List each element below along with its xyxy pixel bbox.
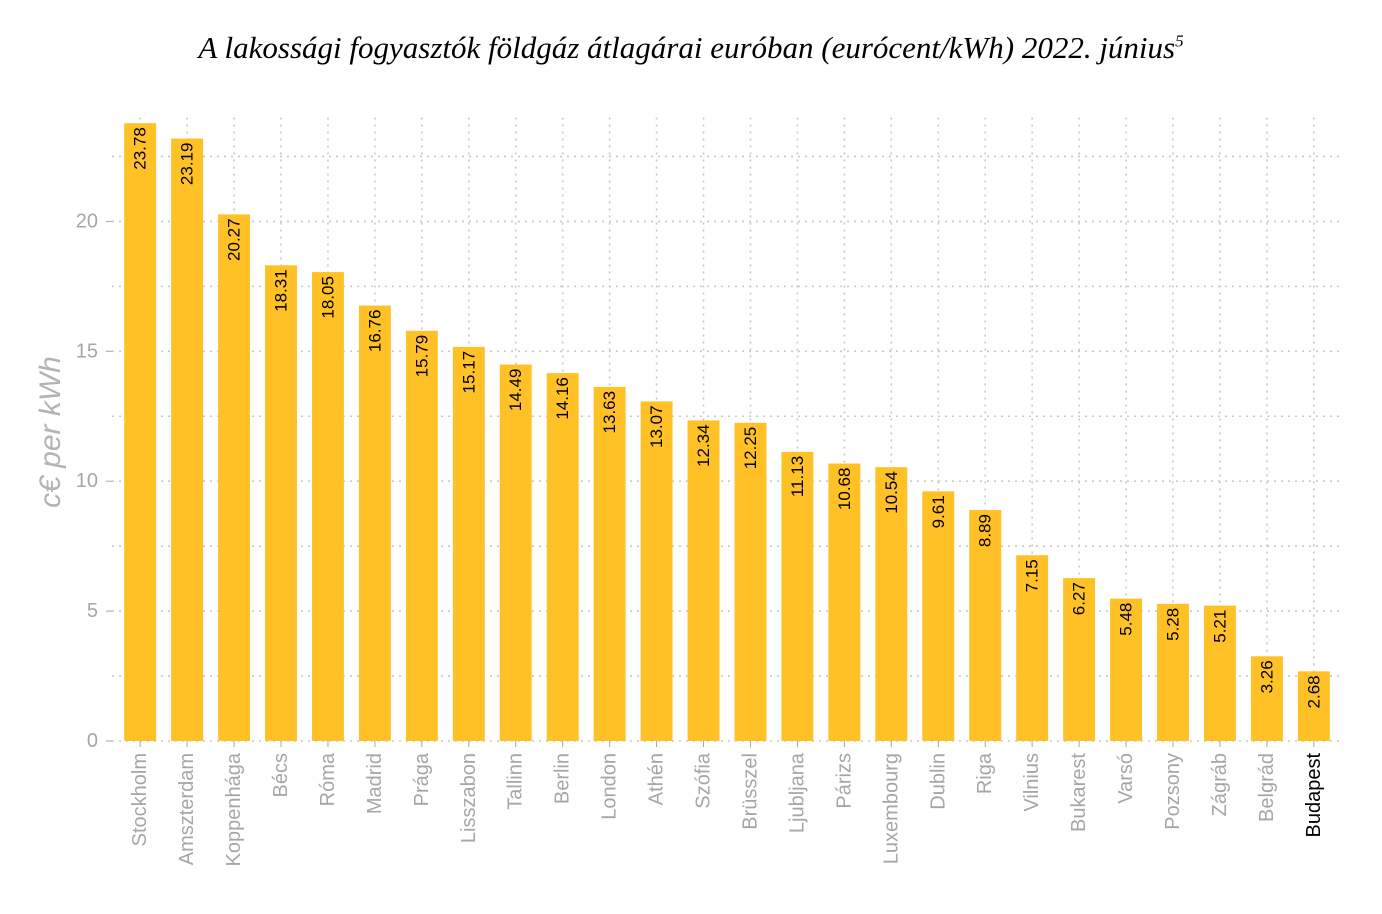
bar-value-label: 10.54 xyxy=(882,471,901,514)
bar xyxy=(640,401,673,741)
x-tick-label: Ljubljana xyxy=(786,752,808,833)
bar-value-label: 11.13 xyxy=(788,456,807,497)
bar xyxy=(311,272,344,741)
y-tick-label: 10 xyxy=(76,470,98,492)
bar xyxy=(922,491,955,741)
x-tick-label: Brüsszel xyxy=(739,753,761,830)
bar xyxy=(969,510,1002,741)
bar xyxy=(546,373,579,741)
y-axis: 0 5 10 15 20 xyxy=(76,210,112,752)
bar-value-label: 14.49 xyxy=(506,369,525,412)
bar-value-labels: 23.78 23.19 20.27 18.31 18.05 16.76 15.79 15.17… xyxy=(131,127,1324,708)
bar-value-label: 6.27 xyxy=(1070,582,1089,615)
bar xyxy=(1297,671,1330,741)
x-tick-label: Belgrád xyxy=(1256,753,1278,822)
y-tick-label: 5 xyxy=(87,600,98,622)
bar xyxy=(593,386,626,741)
x-tick-label: Dublin xyxy=(927,753,949,810)
x-tick-label: Bécs xyxy=(270,753,292,797)
bar xyxy=(124,123,157,742)
x-tick-label: Prága xyxy=(411,752,433,806)
bar-value-label: 5.28 xyxy=(1163,608,1182,641)
y-tick-label: 15 xyxy=(76,340,98,362)
x-tick-label: Budapest xyxy=(1303,753,1325,838)
bar-value-label: 5.48 xyxy=(1117,603,1136,636)
x-tick-label: Amszterdam xyxy=(176,753,198,865)
bars xyxy=(124,123,1330,742)
bar xyxy=(687,420,720,741)
bar xyxy=(828,463,861,741)
bar xyxy=(265,265,297,741)
bar xyxy=(171,138,204,742)
bar xyxy=(1157,603,1189,741)
chart-title-footnote: 5 xyxy=(1175,31,1184,51)
bar xyxy=(1063,578,1096,741)
bar-value-label: 12.34 xyxy=(694,424,713,467)
bar xyxy=(734,422,767,741)
x-tick-label: Stockholm xyxy=(129,753,151,846)
bar-value-label: 9.61 xyxy=(929,495,948,528)
bar-value-label: 23.19 xyxy=(178,143,197,186)
bar xyxy=(781,451,814,741)
bar-value-label: 14.16 xyxy=(553,377,572,420)
x-tick-label: Vilnius xyxy=(1021,753,1043,812)
bar xyxy=(405,330,438,741)
x-tick-label: Berlin xyxy=(552,753,574,804)
y-tick-label: 20 xyxy=(76,210,98,232)
chart-title: A lakossági fogyasztók földgáz átlagárai… xyxy=(0,30,1382,66)
bar-value-label: 15.79 xyxy=(412,335,431,378)
bar-value-label: 23.78 xyxy=(131,127,150,170)
x-tick-label: Varsó xyxy=(1115,753,1137,804)
x-axis: Stockholm Amszterdam Koppenhága Bécs Róma Mad… xyxy=(129,741,1325,866)
bar-value-label: 3.26 xyxy=(1257,660,1276,693)
bar-value-label: 18.31 xyxy=(272,269,291,312)
y-tick-label: 0 xyxy=(87,730,98,752)
bar-value-label: 18.05 xyxy=(318,276,337,319)
bar-value-label: 10.68 xyxy=(835,468,854,511)
x-tick-label: Luxembourg xyxy=(880,753,902,864)
x-tick-label: Koppenhága xyxy=(223,752,245,866)
bar-value-label: 13.07 xyxy=(647,405,666,448)
x-tick-label: Párizs xyxy=(833,753,855,809)
bar xyxy=(218,214,251,742)
bar-value-label: 8.89 xyxy=(976,514,995,547)
bar xyxy=(1016,555,1049,741)
x-tick-label: Madrid xyxy=(364,753,386,814)
bar xyxy=(452,346,485,741)
bar xyxy=(499,364,532,741)
x-tick-label: Róma xyxy=(317,752,339,806)
bar-value-label: 12.25 xyxy=(741,427,760,470)
x-tick-label: Athén xyxy=(646,753,668,805)
x-tick-label: Szófia xyxy=(693,752,715,808)
bar-value-label: 16.76 xyxy=(365,310,384,353)
x-tick-label: Riga xyxy=(974,752,996,794)
bar xyxy=(1203,605,1236,741)
y-axis-title: c€ per kWh xyxy=(34,356,67,508)
bar xyxy=(875,467,908,741)
bar xyxy=(358,305,391,741)
bar-value-label: 15.17 xyxy=(459,351,478,394)
bar-value-label: 13.63 xyxy=(600,391,619,434)
chart-title-text: A lakossági fogyasztók földgáz átlagárai… xyxy=(198,30,1176,65)
x-tick-label: Bukarest xyxy=(1068,753,1090,832)
x-tick-label: Lisszabon xyxy=(458,753,480,843)
bar-value-label: 7.15 xyxy=(1023,559,1042,592)
bar-value-label: 2.68 xyxy=(1304,675,1323,708)
bar-value-label: 20.27 xyxy=(225,218,244,261)
x-tick-label: Zágráb xyxy=(1209,753,1231,816)
x-tick-label: London xyxy=(599,753,621,820)
bar xyxy=(1250,656,1283,741)
x-tick-label: Pozsony xyxy=(1162,753,1184,830)
bar-value-label: 5.21 xyxy=(1210,610,1229,643)
x-tick-label: Tallinn xyxy=(505,753,527,810)
bar xyxy=(1110,598,1143,741)
